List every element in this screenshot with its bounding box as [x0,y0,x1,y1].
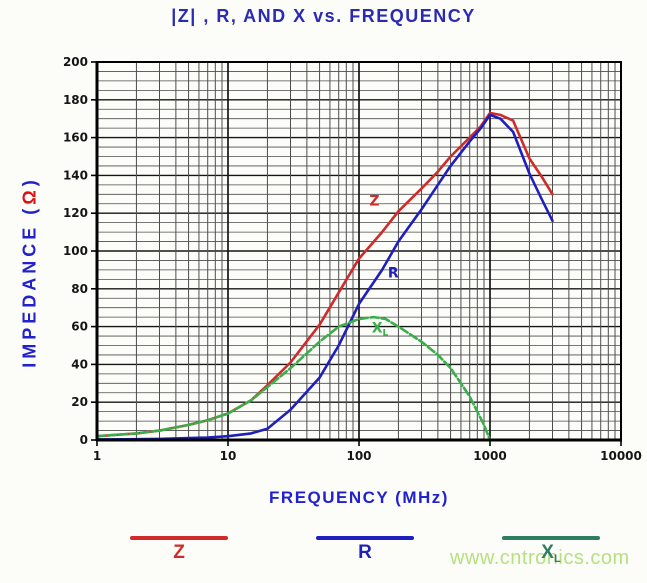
curve-xl [95,315,492,442]
y-tick-label: 40 [71,357,88,371]
y-tick-label: 100 [63,244,88,258]
y-tick-label: 140 [63,168,88,182]
curve-r [95,113,554,441]
x-tick-label: 1 [93,449,101,463]
curve-label-x: XL [372,320,389,338]
y-tick-label: 0 [80,433,88,447]
y-tick-label: 200 [63,55,88,69]
omega-symbol: Ω [19,186,40,205]
x-tick-label: 1000 [473,449,506,463]
x-axis-title: FREQUENCY (MHz) [269,488,449,507]
legend-label-r: R [358,542,372,563]
legend-label-z: Z [173,542,185,563]
x-tick-label: 10 [220,449,237,463]
legend: Z R XL [0,536,647,580]
legend-line-r [316,536,414,540]
y-tick-label: 160 [63,131,88,145]
y-axis-title: IMPEDANCE (Ω) [20,176,41,367]
chart-title: |Z| , R, AND X vs. FREQUENCY [171,6,476,26]
curve-label-z: Z [369,194,379,210]
legend-item-r: R [316,536,414,562]
legend-item-z: Z [130,536,228,562]
legend-line-z [130,536,228,540]
y-tick-label: 120 [63,206,88,220]
y-axis-title-text: IMPEDANCE ( [19,204,40,368]
y-tick-label: 180 [63,93,88,107]
x-tick-label: 10000 [600,449,642,463]
legend-label-xl: XL [541,542,561,565]
legend-line-xl [502,536,600,540]
y-tick-label: 80 [71,282,88,296]
y-tick-label: 20 [71,395,88,409]
watermark: www.cntronics.com [450,547,630,569]
y-axis-title-close: ) [19,176,40,187]
legend-item-xl: XL [502,536,600,569]
y-tick-label: 60 [71,320,88,334]
x-tick-label: 100 [346,449,371,463]
curve-label-r: R [388,265,399,281]
